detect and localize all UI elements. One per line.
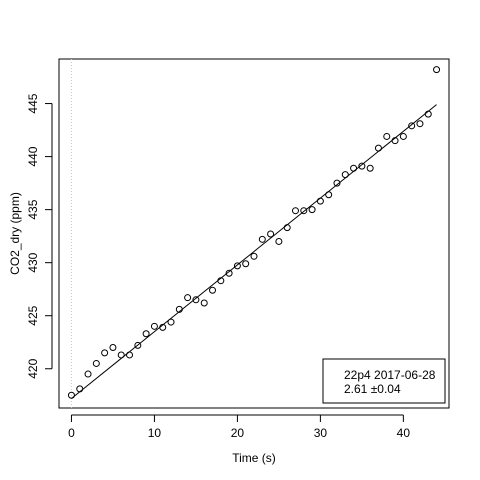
x-tick-label: 20: [231, 426, 245, 440]
data-points: [67, 66, 441, 399]
data-point: [291, 207, 299, 215]
data-point: [134, 341, 142, 349]
data-point: [283, 224, 291, 232]
data-point: [258, 235, 266, 243]
data-point: [192, 296, 200, 304]
data-point: [109, 344, 117, 352]
x-tick-label: 0: [68, 426, 75, 440]
data-point: [300, 207, 308, 215]
data-point: [325, 191, 333, 199]
data-point: [250, 252, 258, 260]
data-point: [383, 132, 391, 140]
data-point: [333, 179, 341, 187]
plot-frame: [58, 58, 450, 409]
data-point: [117, 351, 125, 359]
data-point: [424, 110, 432, 118]
data-point: [267, 230, 275, 238]
data-point: [225, 269, 233, 277]
x-tick-label: 30: [314, 426, 328, 440]
data-point: [217, 277, 225, 285]
data-point: [84, 370, 92, 378]
data-point: [416, 120, 424, 128]
data-point: [399, 132, 407, 140]
legend: 22p4 2017-06-28 2.61 ±0.04: [322, 358, 446, 404]
legend-line-slope: 2.61 ±0.04: [344, 382, 401, 396]
data-point: [366, 164, 374, 172]
x-tick-label: 10: [148, 426, 162, 440]
data-point: [101, 349, 109, 357]
y-tick-label: 425: [26, 305, 40, 325]
y-tick-label: 440: [26, 146, 40, 166]
data-point: [150, 322, 158, 330]
data-point: [142, 330, 150, 338]
x-axis: 0 10 20 30 40: [68, 414, 411, 440]
fit-line: [71, 104, 437, 399]
data-point: [92, 359, 100, 367]
data-point: [316, 197, 324, 205]
data-point: [374, 144, 382, 152]
x-tick-label: 40: [397, 426, 411, 440]
data-point: [433, 66, 441, 74]
data-point: [184, 294, 192, 302]
data-point: [159, 323, 167, 331]
y-tick-label: 445: [26, 93, 40, 113]
data-point: [233, 262, 241, 270]
data-point: [242, 260, 250, 268]
y-tick-label: 435: [26, 199, 40, 219]
y-tick-label: 430: [26, 252, 40, 272]
data-point: [308, 206, 316, 214]
data-point: [126, 351, 134, 359]
y-axis-label: CO2_dry (ppm): [8, 192, 22, 275]
data-point: [167, 318, 175, 326]
data-point: [67, 391, 75, 399]
data-point: [408, 122, 416, 130]
data-point: [209, 286, 217, 294]
data-point: [358, 162, 366, 170]
legend-box: [322, 358, 446, 404]
plot-border: [58, 58, 450, 409]
fit-line-group: [71, 104, 437, 399]
data-point: [391, 137, 399, 145]
data-point: [341, 171, 349, 179]
data-point: [76, 385, 84, 393]
data-point: [200, 299, 208, 307]
y-tick-label: 420: [26, 358, 40, 378]
y-axis: 420 425 430 435 440 445: [26, 93, 53, 379]
data-point: [175, 305, 183, 313]
x-axis-label: Time (s): [232, 451, 276, 465]
legend-line-title: 22p4 2017-06-28: [344, 368, 436, 382]
data-point: [275, 237, 283, 245]
data-point: [350, 164, 358, 172]
